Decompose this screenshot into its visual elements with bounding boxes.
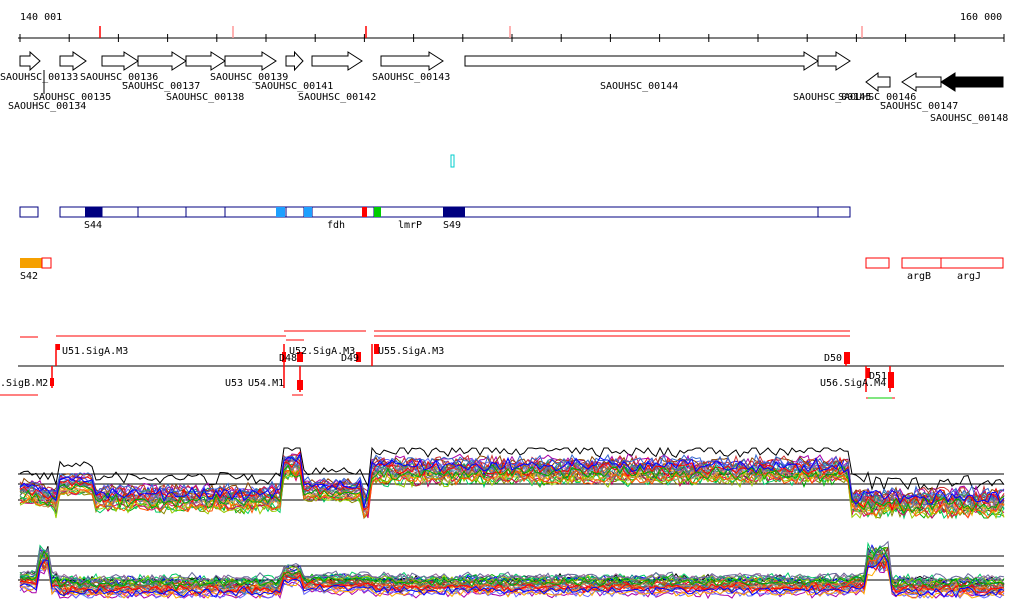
segment-fill <box>362 207 367 217</box>
regulatory-label: D50 <box>824 353 842 364</box>
gene-label: SAOUHSC_00147 <box>880 101 958 112</box>
segment-fill <box>85 207 102 217</box>
segment-track: S44 fdh lmrP S49 S42 argB argJ <box>19 206 1004 282</box>
gene-arrow <box>224 51 277 71</box>
segment-fill <box>20 258 42 268</box>
expression-track-1 <box>18 446 1005 520</box>
expression-series <box>19 554 1005 599</box>
segment-box <box>901 257 942 269</box>
segment-box <box>865 257 890 269</box>
gene-arrow <box>285 50 304 72</box>
gene-label: SAOUHSC_00146 <box>838 92 916 103</box>
ruler-ticks <box>19 26 1005 42</box>
ruler <box>18 26 1005 42</box>
gene-label: SAOUHSC_00143 <box>372 72 450 83</box>
regulatory-block <box>56 344 60 350</box>
cyan-marker <box>450 154 455 168</box>
expression-series <box>19 468 1005 520</box>
segment-label: S42 <box>20 271 38 282</box>
gene-label: SAOUHSC_00148 <box>930 113 1008 124</box>
regulatory-label: D49 <box>341 353 359 364</box>
segment-box <box>311 206 367 218</box>
gene-label: SAOUHSC_00135 <box>33 92 111 103</box>
regulatory-block <box>866 368 870 378</box>
gene-arrow <box>901 72 942 92</box>
segment-fill <box>374 207 381 217</box>
regulatory-label: U54.M1 <box>248 378 284 389</box>
regulatory-label: U55.SigA.M3 <box>378 346 444 357</box>
expression-series <box>19 554 1005 595</box>
regulatory-label: U52.SigA.M3 <box>289 346 355 357</box>
expression-series <box>19 540 1005 586</box>
gene-label: SAOUHSC_00142 <box>298 92 376 103</box>
gene-arrow <box>311 51 363 71</box>
gene-arrow <box>185 51 226 71</box>
gene-arrow <box>380 51 444 71</box>
segment-fill <box>304 207 312 217</box>
gene-arrow <box>464 51 819 71</box>
segment-label: S49 <box>443 220 461 231</box>
regulatory-block <box>50 378 54 386</box>
segment-label: S44 <box>84 220 102 231</box>
expression-series <box>19 555 1005 597</box>
segment-box <box>41 257 52 269</box>
gene-arrow <box>865 72 891 92</box>
gene-label: SAOUHSC_00145 <box>793 92 871 103</box>
segment-box <box>285 206 305 218</box>
regulatory-block <box>888 372 894 388</box>
regulatory-block <box>374 344 379 354</box>
segment-label: fdh <box>327 220 345 231</box>
coordinate-start: 140 001 <box>20 12 63 23</box>
gene-label: SAOUHSC_00133 <box>0 72 78 83</box>
segment-label: lmrP <box>398 220 422 231</box>
gene-arrow <box>137 51 187 71</box>
regulatory-block <box>844 352 850 364</box>
regulatory-label: .SigB.M2 <box>0 378 48 389</box>
expression-series <box>19 446 1005 492</box>
coordinate-end: 160 000 <box>960 12 1003 23</box>
regulatory-block <box>282 352 286 362</box>
expression-series <box>19 546 1005 591</box>
gene-arrow <box>101 51 139 71</box>
segment-box <box>940 257 1004 269</box>
expression-series <box>19 452 1005 509</box>
expression-series <box>19 463 1005 516</box>
gene-label: SAOUHSC_00137 <box>122 81 200 92</box>
gene-label: SAOUHSC_00136 <box>80 72 158 83</box>
gene-arrow <box>940 72 1004 92</box>
regulatory-label: U53 <box>225 378 243 389</box>
gene-label: SAOUHSC_00138 <box>166 92 244 103</box>
gene-label: SAOUHSC_00144 <box>600 81 678 92</box>
gene-arrow <box>817 51 851 71</box>
regulatory-block <box>297 380 303 390</box>
regulatory-block <box>297 352 303 362</box>
expression-series <box>19 548 1005 587</box>
gene-label: SAOUHSC_00134 <box>8 101 86 112</box>
gene-arrow <box>19 50 41 72</box>
expression-series <box>19 560 1005 600</box>
segment-label: argB <box>907 271 931 282</box>
gene-label: SAOUHSC_00141 <box>255 81 333 92</box>
regulatory-label: U51.SigA.M3 <box>62 346 128 357</box>
regulatory-block <box>356 352 361 362</box>
regulatory-label: U56.SigA.M4 <box>820 378 886 389</box>
gene-arrow <box>59 51 87 71</box>
segment-label: argJ <box>957 271 981 282</box>
expression-track-2 <box>18 540 1005 600</box>
gene-label: SAOUHSC_00139 <box>210 72 288 83</box>
segment-fill <box>276 207 285 217</box>
regulatory-track: U51.SigA.M3 U52.SigA.M3 U55.SigA.M3 D48 D49 D… <box>0 330 1004 399</box>
segment-box <box>19 206 39 218</box>
regulatory-label: D48 <box>279 353 297 364</box>
segment-fill <box>443 207 465 217</box>
regulatory-label: D51 <box>869 371 887 382</box>
expression-series <box>19 459 1005 512</box>
